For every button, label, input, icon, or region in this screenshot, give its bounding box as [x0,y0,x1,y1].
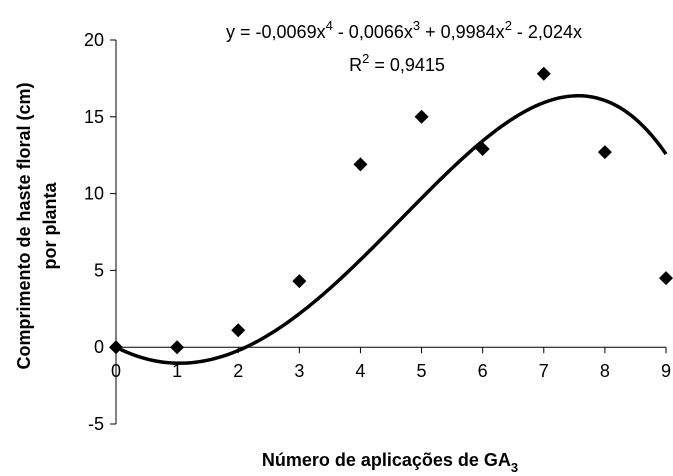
equation-exponent-3: 3 [413,18,420,33]
tick-labels: -5 0 5 10 15 20 0 1 2 3 4 5 6 7 8 9 [84,30,671,434]
y-axis-title: Comprimento de haste floral (cm) por pla… [14,82,60,369]
x-tick-label: 8 [600,361,610,381]
axes [110,39,667,425]
equation-term-4: - 2,024x [512,22,582,42]
data-point [414,109,429,124]
equation-term-2: - 0,0066x [333,22,413,42]
data-point [353,157,368,172]
trendline [115,94,668,365]
r-squared: R2 = 0,9415 [349,51,445,75]
y-tick-label: 5 [94,260,104,280]
x-tick-label: 5 [417,361,427,381]
y-axis-title-line2: por planta [40,182,60,270]
data-point [231,323,246,338]
x-tick-label: 9 [661,361,671,381]
data-point [597,145,612,160]
data-point [170,340,185,355]
x-tick-label: 7 [539,361,549,381]
y-tick-label: 10 [84,184,104,204]
equation-prefix: y = -0,0069x [226,22,326,42]
r-squared-value: = 0,9415 [369,55,445,75]
x-axis-title-main: Número de aplicações de GA [262,450,511,470]
x-tick-label: 4 [355,361,365,381]
r-squared-prefix: R [349,55,362,75]
r-squared-exponent: 2 [362,51,369,66]
equation-exponent-2: 2 [505,18,512,33]
x-tick-label: 1 [172,361,182,381]
y-tick-label: 15 [84,107,104,127]
y-tick-label: -5 [88,414,104,434]
y-axis-title-line1: Comprimento de haste floral (cm) [14,82,34,369]
x-tick-label: 3 [294,361,304,381]
y-tick-label: 0 [94,337,104,357]
trendline-equation: y = -0,0069x4 - 0,0066x3 + 0,9984x2 - 2,… [226,18,582,42]
data-point [536,66,551,81]
x-tick-label: 6 [478,361,488,381]
x-tick-label: 2 [233,361,243,381]
trendline-group [115,94,668,365]
equation-exponent-4: 4 [326,18,333,33]
x-axis-title-subscript: 3 [511,460,518,475]
equation-term-3: + 0,9984x [420,22,505,42]
y-tick-label: 20 [84,30,104,50]
data-points [109,66,673,355]
data-point [109,340,123,355]
data-point [475,142,490,157]
x-tick-label: 0 [111,361,121,381]
data-point [292,274,307,289]
data-point [659,271,673,286]
x-axis-title: Número de aplicações de GA3 [262,450,518,475]
